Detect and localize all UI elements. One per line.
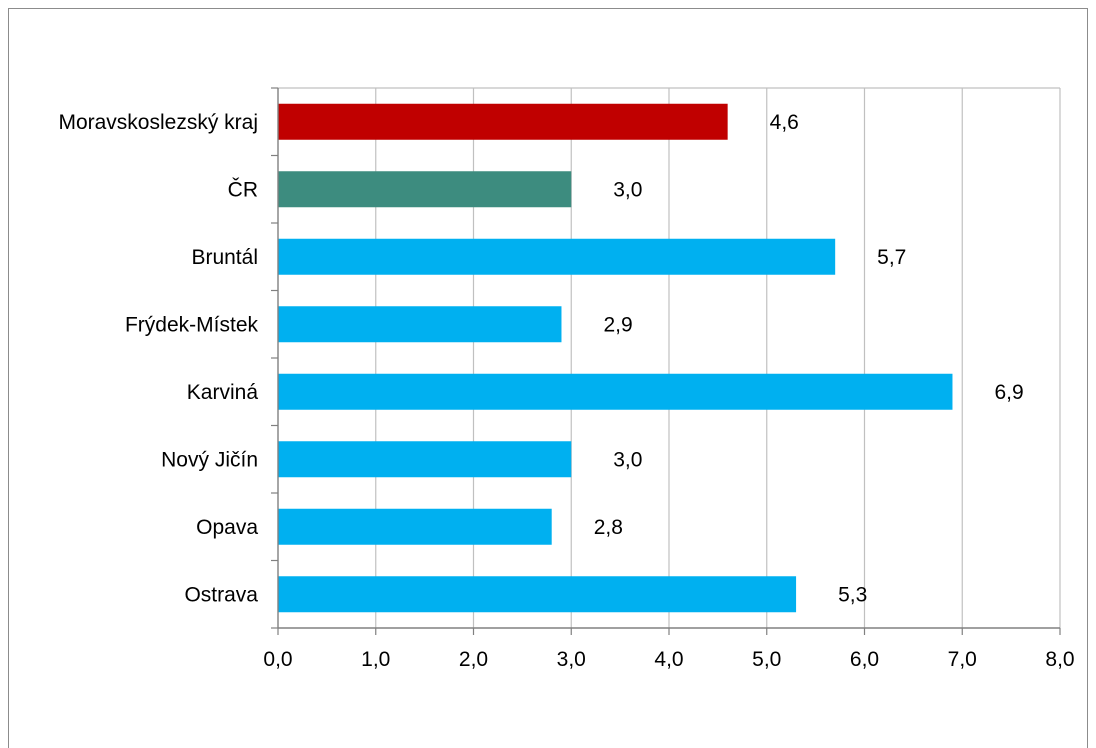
x-tick-labels: 0,0 1,0 2,0 3,0 4,0 5,0 6,0 7,0 8,0 bbox=[263, 648, 1074, 671]
data-label: 5,7 bbox=[877, 246, 906, 269]
category-label: Opava bbox=[196, 516, 258, 539]
category-label: Karviná bbox=[187, 381, 259, 404]
x-tick-label: 4,0 bbox=[654, 648, 683, 671]
bar bbox=[278, 576, 797, 613]
bar bbox=[278, 508, 552, 545]
category-labels: Moravskoslezský kraj ČR Bruntál Frýdek-Míst… bbox=[58, 111, 258, 607]
x-tick-label: 6,0 bbox=[850, 648, 879, 671]
bar bbox=[278, 238, 836, 275]
bars bbox=[278, 103, 953, 613]
category-label: Ostrava bbox=[184, 583, 258, 606]
category-label: Nový Jičín bbox=[161, 448, 258, 471]
data-label: 3,0 bbox=[613, 448, 642, 471]
bar bbox=[278, 306, 562, 343]
data-label: 2,9 bbox=[603, 313, 632, 336]
axes bbox=[271, 87, 1061, 635]
category-label: ČR bbox=[228, 178, 258, 201]
bar bbox=[278, 171, 572, 208]
x-tick-label: 2,0 bbox=[459, 648, 488, 671]
x-tick-label: 5,0 bbox=[752, 648, 781, 671]
category-label: Frýdek-Místek bbox=[125, 313, 259, 336]
x-tick-label: 7,0 bbox=[948, 648, 977, 671]
x-tick-label: 3,0 bbox=[557, 648, 586, 671]
data-label: 5,3 bbox=[838, 583, 867, 606]
data-label: 3,0 bbox=[613, 178, 642, 201]
data-label: 6,9 bbox=[994, 381, 1023, 404]
category-label: Moravskoslezský kraj bbox=[58, 111, 258, 134]
bar bbox=[278, 441, 572, 478]
x-tick-label: 0,0 bbox=[263, 648, 292, 671]
data-label: 2,8 bbox=[594, 516, 623, 539]
bar bbox=[278, 373, 953, 410]
gridlines bbox=[278, 87, 1061, 628]
data-label: 4,6 bbox=[770, 111, 799, 134]
bar bbox=[278, 103, 728, 140]
x-tick-label: 8,0 bbox=[1045, 648, 1074, 671]
x-tick-label: 1,0 bbox=[361, 648, 390, 671]
category-label: Bruntál bbox=[191, 246, 258, 269]
value-labels: 4,6 3,0 5,7 2,9 6,9 3,0 2,8 5,3 bbox=[594, 111, 1024, 607]
